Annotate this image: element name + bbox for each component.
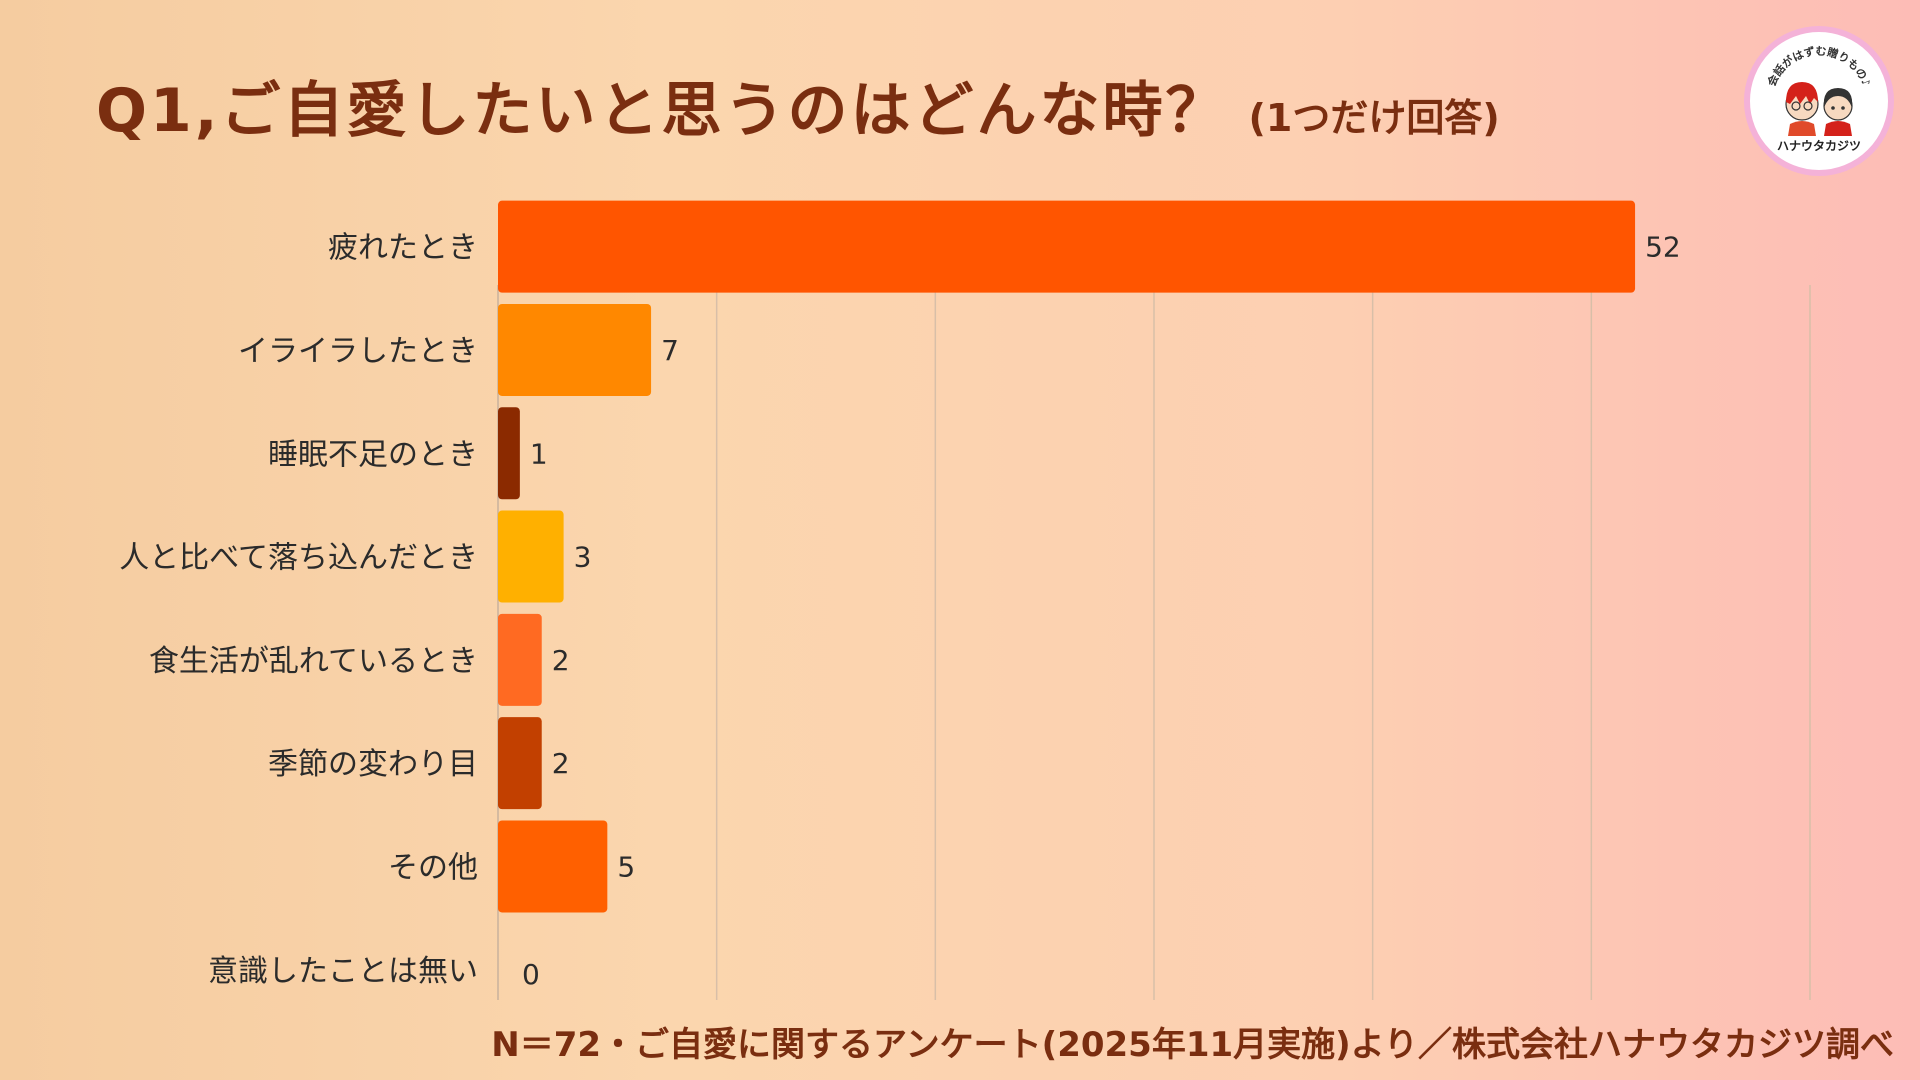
bar xyxy=(498,510,564,603)
category-label: 食生活が乱れているとき xyxy=(149,644,478,679)
data-label: 0 xyxy=(522,958,540,991)
data-label: 7 xyxy=(661,334,679,367)
data-label: 52 xyxy=(1645,231,1681,264)
bar xyxy=(498,613,542,706)
source-footnote: N＝72・ご自愛に関するアンケート(2025年11月実施)より／株式会社ハナウタ… xyxy=(491,1025,1894,1065)
data-label: 3 xyxy=(574,541,592,574)
category-label: イライラしたとき xyxy=(238,334,478,369)
category-label: その他 xyxy=(388,850,478,885)
logo-bottom-text: ハナウタカジツ xyxy=(1776,139,1861,153)
bar xyxy=(498,303,652,396)
bar xyxy=(498,407,520,500)
title-row: Q1,ご自愛したいと思うのはどんな時？ (1つだけ回答) xyxy=(96,62,1500,149)
data-label: 1 xyxy=(530,437,548,470)
bar xyxy=(498,820,608,913)
logo-illustration-icon: 会話がはずむ贈りもの♪ xyxy=(1764,44,1873,136)
category-label: 意識したことは無い xyxy=(208,954,478,989)
category-label: 睡眠不足のとき xyxy=(268,437,478,472)
data-label: 2 xyxy=(552,644,570,677)
company-logo: 会話がはずむ贈りもの♪ ハナウタカジツ xyxy=(1744,26,1894,176)
chart-subtitle: (1つだけ回答) xyxy=(1248,96,1500,140)
category-label: 人と比べて落ち込んだとき xyxy=(119,541,478,576)
chart-title: Q1,ご自愛したいと思うのはどんな時？ xyxy=(96,76,1229,146)
bar xyxy=(498,717,542,810)
category-label: 季節の変わり目 xyxy=(268,747,478,782)
data-label: 2 xyxy=(552,747,570,780)
bar xyxy=(498,200,1636,293)
data-label: 5 xyxy=(617,850,635,883)
category-label: 疲れたとき xyxy=(328,231,478,266)
